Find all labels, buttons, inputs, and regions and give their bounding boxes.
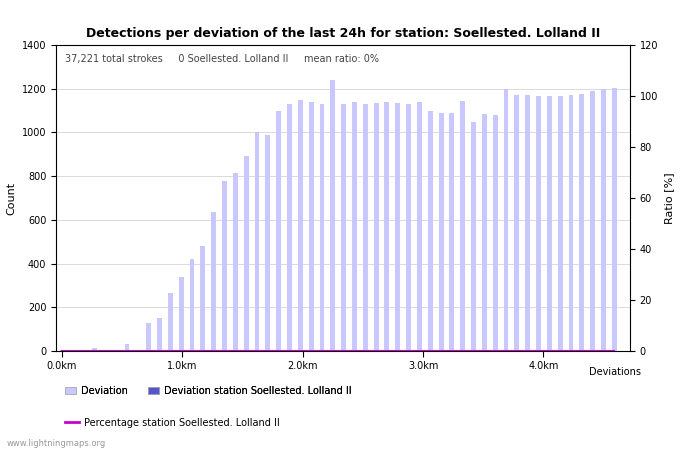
Bar <box>493 115 498 351</box>
Bar <box>233 173 238 351</box>
Bar <box>547 96 552 351</box>
Bar <box>146 323 151 351</box>
Bar <box>330 80 335 351</box>
Bar <box>525 95 530 351</box>
Bar <box>287 104 292 351</box>
Bar <box>157 318 162 351</box>
Bar <box>190 259 195 351</box>
Bar <box>222 180 227 351</box>
Bar <box>341 104 346 351</box>
Bar <box>244 157 248 351</box>
Bar <box>265 135 270 351</box>
Y-axis label: Count: Count <box>6 181 16 215</box>
Bar <box>417 102 422 351</box>
Bar <box>298 99 302 351</box>
Bar <box>461 101 466 351</box>
Bar <box>309 102 314 351</box>
Bar <box>363 104 368 351</box>
Bar <box>612 88 617 351</box>
Title: Detections per deviation of the last 24h for station: Soellested. Lolland II: Detections per deviation of the last 24h… <box>86 27 600 40</box>
Bar <box>211 212 216 351</box>
Text: Deviations: Deviations <box>589 367 640 377</box>
Legend: Percentage station Soellested. Lolland II: Percentage station Soellested. Lolland I… <box>61 414 284 432</box>
Bar <box>125 344 130 351</box>
Y-axis label: Ratio [%]: Ratio [%] <box>664 172 674 224</box>
Bar <box>471 122 476 351</box>
Text: www.lightningmaps.org: www.lightningmaps.org <box>7 439 106 448</box>
Bar <box>352 102 357 351</box>
Bar <box>406 104 411 351</box>
Text: 37,221 total strokes     0 Soellested. Lolland II     mean ratio: 0%: 37,221 total strokes 0 Soellested. Lolla… <box>64 54 379 64</box>
Bar <box>200 246 205 351</box>
Bar <box>384 102 389 351</box>
Bar <box>255 132 260 351</box>
Bar <box>178 277 183 351</box>
Bar <box>92 348 97 351</box>
Bar <box>439 113 444 351</box>
Bar <box>60 350 64 351</box>
Bar <box>503 89 508 351</box>
Bar <box>514 95 519 351</box>
Bar <box>428 111 433 351</box>
Bar <box>395 103 400 351</box>
Bar <box>590 91 595 351</box>
Bar <box>558 96 563 351</box>
Bar <box>536 96 541 351</box>
Legend: Deviation, Deviation station Soellested. Lolland II: Deviation, Deviation station Soellested.… <box>61 382 356 400</box>
Bar <box>568 95 573 351</box>
Bar <box>276 111 281 351</box>
Bar <box>374 103 379 351</box>
Bar <box>601 89 606 351</box>
Bar <box>168 293 173 351</box>
Bar <box>482 114 486 351</box>
Bar <box>449 113 454 351</box>
Bar <box>319 104 324 351</box>
Bar <box>580 94 584 351</box>
